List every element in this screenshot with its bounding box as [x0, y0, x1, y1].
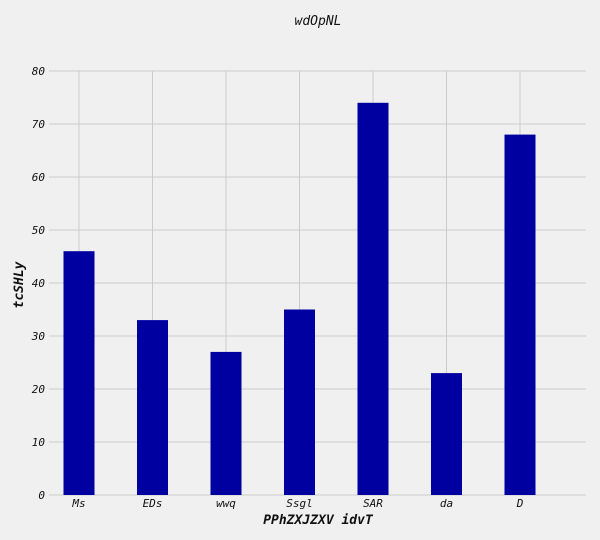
y-tick-label: 30: [31, 330, 46, 343]
x-tick-label: Ms: [71, 497, 85, 510]
bar-D: [504, 134, 536, 495]
y-tick-label: 40: [32, 277, 46, 290]
bar-wwq: [210, 351, 242, 495]
y-tick-label: 10: [32, 436, 46, 449]
y-tick-label: 50: [32, 224, 46, 237]
x-axis-label: PPhZXJZXV idvT: [263, 513, 374, 528]
x-tick-label: SAR: [363, 497, 383, 510]
y-tick-label: 70: [32, 118, 46, 131]
bar-Ssgl: [284, 309, 315, 495]
bar-SAR: [357, 102, 389, 496]
y-axis-ticks: 0 10 20 30 40 50 60 70 80: [31, 65, 46, 502]
x-tick-label: Ssgl: [286, 497, 313, 510]
y-tick-label: 0: [38, 489, 45, 502]
chart-title: wdOpNL: [295, 14, 342, 29]
bar-EDs: [137, 320, 168, 495]
x-tick-label: EDs: [143, 497, 163, 510]
y-tick-label: 60: [32, 171, 46, 184]
x-axis-ticks: Ms EDs wwq Ssgl SAR da D: [71, 497, 523, 510]
bar-Ms: [63, 251, 95, 495]
bars: [63, 102, 536, 496]
x-tick-label: D: [516, 497, 524, 510]
x-tick-label: da: [440, 497, 453, 510]
x-tick-label: wwq: [216, 497, 236, 510]
y-axis-label: tcSHLy: [12, 261, 27, 308]
bar-da: [431, 373, 462, 495]
y-tick-label: 20: [32, 383, 46, 396]
y-tick-label: 80: [32, 65, 46, 78]
